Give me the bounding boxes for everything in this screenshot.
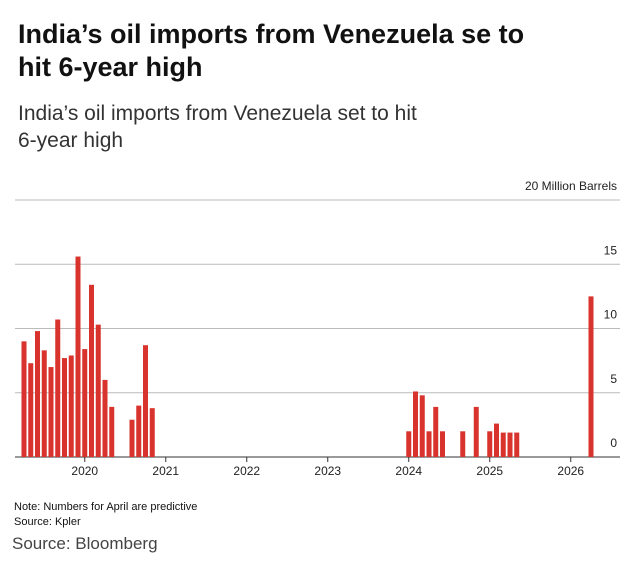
bar: [514, 432, 520, 457]
y-tick-label: 5: [610, 372, 617, 386]
x-tick-label: 2022: [233, 464, 260, 478]
x-tick-label: 2021: [152, 464, 179, 478]
chart-title: India’s oil imports from Venezuela se to…: [18, 19, 525, 82]
bar: [109, 406, 115, 457]
bar: [419, 395, 425, 457]
bar: [413, 391, 418, 457]
source: Source: Bloomberg: [12, 534, 158, 553]
bar: [55, 319, 61, 457]
x-tick-label: 2024: [395, 464, 422, 478]
note: Note: Numbers for April are predictive: [14, 501, 198, 513]
bar: [68, 355, 74, 457]
source-note: Source: Kpler: [14, 516, 81, 528]
bar: [102, 379, 108, 457]
bar: [406, 431, 412, 457]
bar: [48, 367, 54, 457]
bar: [433, 406, 439, 457]
x-tick-label: 2023: [314, 464, 341, 478]
y-tick-label: 20 Million Barrels: [525, 179, 617, 193]
bar: [35, 331, 40, 457]
bar: [21, 341, 27, 457]
y-tick-label: 0: [610, 436, 617, 450]
x-tick-label: 2025: [476, 464, 503, 478]
bar: [588, 296, 594, 457]
bar: [426, 431, 432, 457]
bar: [28, 363, 34, 457]
bar: [62, 358, 67, 457]
bar: [494, 423, 499, 457]
bar: [460, 431, 466, 457]
bar: [136, 405, 142, 457]
bar: [487, 431, 493, 457]
y-tick-label: 15: [604, 243, 618, 257]
bar: [507, 432, 513, 457]
x-tick-label: 2026: [557, 464, 584, 478]
bar: [89, 284, 94, 457]
bar: [500, 432, 506, 457]
bar: [473, 406, 479, 457]
bar: [143, 345, 148, 457]
bar: [41, 350, 47, 457]
bar: [129, 419, 135, 457]
y-tick-label: 10: [604, 308, 618, 322]
bar: [75, 256, 81, 457]
bar: [149, 408, 155, 457]
bar: [82, 349, 88, 457]
x-tick-label: 2020: [71, 464, 98, 478]
chart-subtitle: India’s oil imports from Venezuela set t…: [18, 102, 417, 152]
bar: [440, 431, 445, 457]
bar: [95, 324, 101, 457]
